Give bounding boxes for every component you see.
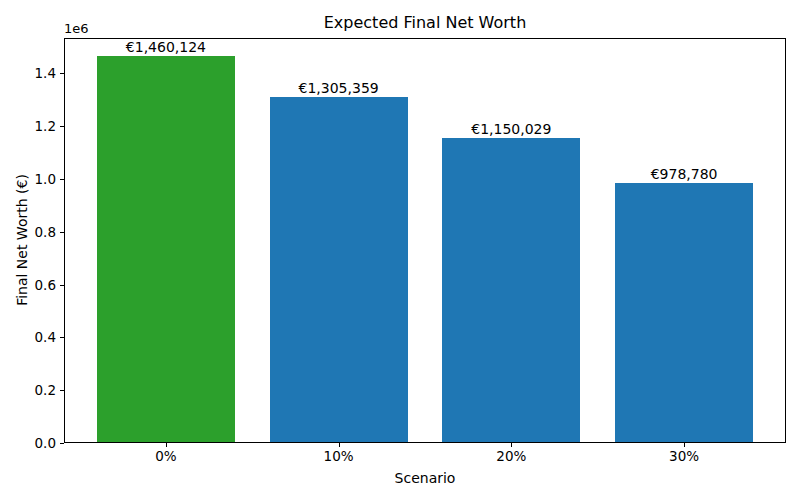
- y-tick-label-0.2: 0.2: [16, 383, 56, 397]
- bar-30%: [615, 183, 753, 442]
- figure: Expected Final Net Worth 1e6 Final Net W…: [0, 0, 800, 500]
- x-tick-label-20%: 20%: [496, 449, 526, 464]
- y-tick-label-1.4: 1.4: [16, 66, 56, 80]
- y-tick-mark: [60, 443, 64, 444]
- y-tick-mark: [60, 73, 64, 74]
- y-tick-label-0.8: 0.8: [16, 225, 56, 239]
- bar-20%: [442, 138, 580, 442]
- bar-value-label-20%: €1,150,029: [471, 122, 551, 136]
- x-tick-mark: [339, 443, 340, 447]
- x-axis-label: Scenario: [64, 470, 786, 486]
- x-tick-label-0%: 0%: [155, 449, 176, 464]
- x-tick-mark: [511, 443, 512, 447]
- y-tick-label-0.6: 0.6: [16, 278, 56, 292]
- bar-10%: [270, 97, 408, 442]
- y-tick-mark: [60, 337, 64, 338]
- bar-value-label-30%: €978,780: [651, 167, 718, 181]
- y-tick-label-0.0: 0.0: [16, 436, 56, 450]
- y-tick-label-1.2: 1.2: [16, 119, 56, 133]
- bar-0%: [97, 56, 235, 442]
- y-tick-mark: [60, 126, 64, 127]
- chart-title: Expected Final Net Worth: [64, 13, 786, 32]
- y-axis-offset-text: 1e6: [64, 21, 89, 36]
- y-tick-mark: [60, 285, 64, 286]
- y-tick-mark: [60, 232, 64, 233]
- bar-value-label-10%: €1,305,359: [299, 81, 379, 95]
- y-tick-mark: [60, 390, 64, 391]
- plot-area: [64, 38, 786, 443]
- x-tick-mark: [684, 443, 685, 447]
- x-tick-label-10%: 10%: [324, 449, 354, 464]
- y-tick-label-1.0: 1.0: [16, 172, 56, 186]
- x-tick-label-30%: 30%: [669, 449, 699, 464]
- y-tick-label-0.4: 0.4: [16, 330, 56, 344]
- x-tick-mark: [166, 443, 167, 447]
- y-tick-mark: [60, 179, 64, 180]
- bar-value-label-0%: €1,460,124: [126, 40, 206, 54]
